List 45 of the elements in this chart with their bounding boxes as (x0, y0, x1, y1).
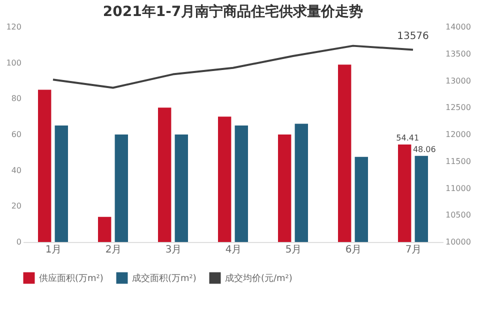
data-label: 13576 (397, 30, 429, 42)
y2-tick-label: 10500 (446, 210, 471, 220)
y2-tick-label: 10000 (446, 238, 471, 246)
y2-tick-label: 13500 (446, 49, 471, 58)
bar (98, 216, 112, 242)
bar (234, 126, 248, 242)
y2-tick-label: 14000 (446, 22, 471, 32)
bar (398, 144, 412, 242)
y-tick-label: 120 (6, 22, 22, 32)
bar (54, 126, 68, 242)
x-tick-label: 5月 (285, 244, 302, 256)
line-series (52, 44, 414, 89)
x-tick-label: 2月 (105, 244, 122, 256)
x-tick-label: 1月 (45, 244, 62, 256)
bar (338, 64, 352, 242)
legend-label: 成交面积(万m²) (132, 273, 196, 284)
data-label: 54.41 (396, 134, 420, 143)
x-tick-label: 4月 (225, 244, 242, 256)
y2-tick-label: 12000 (446, 130, 471, 139)
bar (294, 124, 308, 242)
y-tick-label: 80 (11, 94, 22, 104)
y2-tick-label: 11500 (446, 156, 471, 166)
bar (38, 90, 52, 242)
y2-tick-label: 12500 (446, 103, 471, 112)
legend-label: 供应面积(万m²) (39, 273, 104, 284)
y-tick-label: 0 (16, 238, 22, 246)
chart-title: 2021年1-7月南宁商品住宅供求量价走势 (102, 3, 364, 20)
y-tick-label: 20 (11, 202, 22, 211)
bar (174, 134, 188, 242)
data-label: 48.06 (412, 144, 436, 154)
y-tick-label: 100 (6, 58, 22, 68)
bar (414, 156, 428, 242)
bar (278, 134, 292, 242)
y2-tick-label: 13000 (446, 76, 471, 86)
y2-tick-label: 11000 (446, 184, 471, 193)
y-tick-label: 40 (11, 166, 22, 175)
bar (158, 108, 172, 242)
bar (354, 156, 368, 242)
x-tick-label: 3月 (165, 244, 182, 256)
x-tick-label: 7月 (405, 244, 422, 256)
y-tick-label: 60 (11, 130, 22, 139)
bar (114, 134, 128, 242)
legend-label: 成交均价(元/m²) (225, 273, 292, 284)
x-tick-label: 6月 (345, 244, 362, 256)
bar (218, 116, 232, 242)
